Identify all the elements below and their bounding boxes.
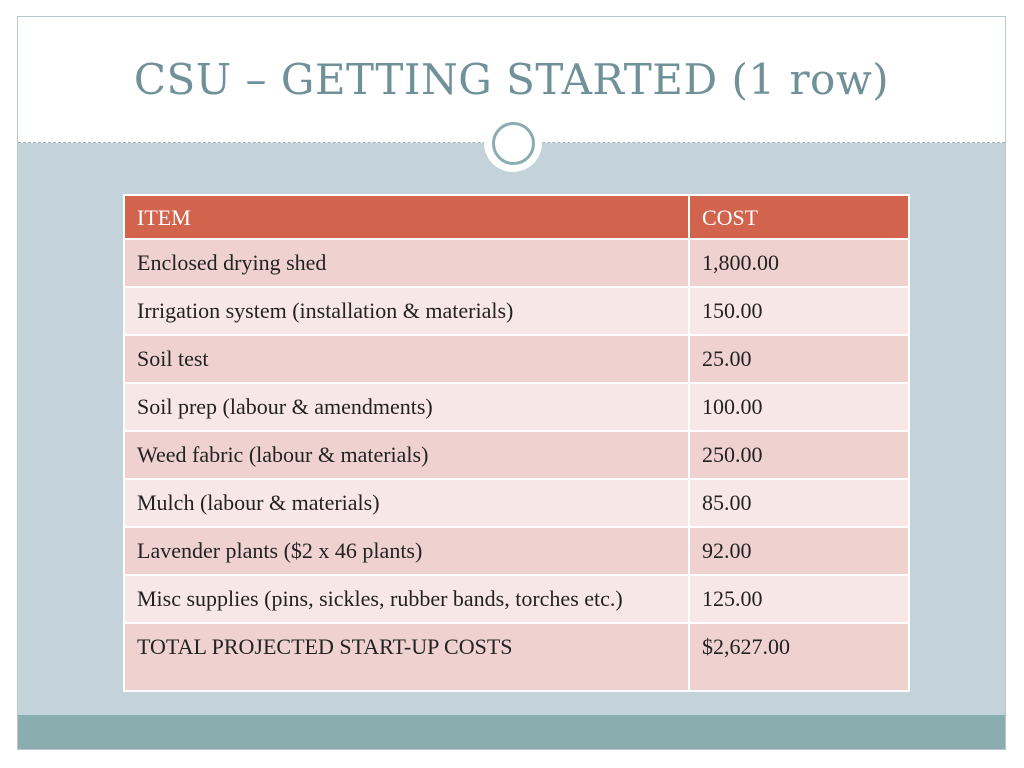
item-cell: Lavender plants ($2 x 46 plants) [123, 526, 690, 576]
item-cell: Weed fabric (labour & materials) [123, 430, 690, 480]
total-label: TOTAL PROJECTED START-UP COSTS [123, 622, 690, 692]
total-cost: $2,627.00 [688, 622, 910, 692]
table-header-row: ITEM COST [123, 194, 910, 240]
table-row: Enclosed drying shed 1,800.00 [123, 238, 910, 288]
cost-cell: 250.00 [688, 430, 910, 480]
circle-ornament-icon [484, 114, 542, 172]
table-row: Misc supplies (pins, sickles, rubber ban… [123, 574, 910, 624]
item-cell: Mulch (labour & materials) [123, 478, 690, 528]
cost-cell: 92.00 [688, 526, 910, 576]
item-cell: Soil test [123, 334, 690, 384]
item-cell: Soil prep (labour & amendments) [123, 382, 690, 432]
item-cell: Irrigation system (installation & materi… [123, 286, 690, 336]
cost-cell: 25.00 [688, 334, 910, 384]
cost-table: ITEM COST Enclosed drying shed 1,800.00 … [123, 194, 910, 692]
item-cell: Enclosed drying shed [123, 238, 690, 288]
total-row: TOTAL PROJECTED START-UP COSTS $2,627.00 [123, 622, 910, 692]
cost-cell: 1,800.00 [688, 238, 910, 288]
slide: CSU – GETTING STARTED (1 row) ITEM COST … [17, 16, 1006, 750]
cost-cell: 85.00 [688, 478, 910, 528]
table-row: Lavender plants ($2 x 46 plants) 92.00 [123, 526, 910, 576]
slide-title: CSU – GETTING STARTED (1 row) [133, 55, 890, 104]
footer-bar [18, 715, 1005, 749]
table-row: Irrigation system (installation & materi… [123, 286, 910, 336]
cost-cell: 125.00 [688, 574, 910, 624]
cost-cell: 100.00 [688, 382, 910, 432]
header-item: ITEM [123, 194, 690, 240]
table-row: Mulch (labour & materials) 85.00 [123, 478, 910, 528]
table-row: Soil prep (labour & amendments) 100.00 [123, 382, 910, 432]
header-cost: COST [688, 194, 910, 240]
item-cell: Misc supplies (pins, sickles, rubber ban… [123, 574, 690, 624]
cost-cell: 150.00 [688, 286, 910, 336]
table-row: Weed fabric (labour & materials) 250.00 [123, 430, 910, 480]
table-row: Soil test 25.00 [123, 334, 910, 384]
